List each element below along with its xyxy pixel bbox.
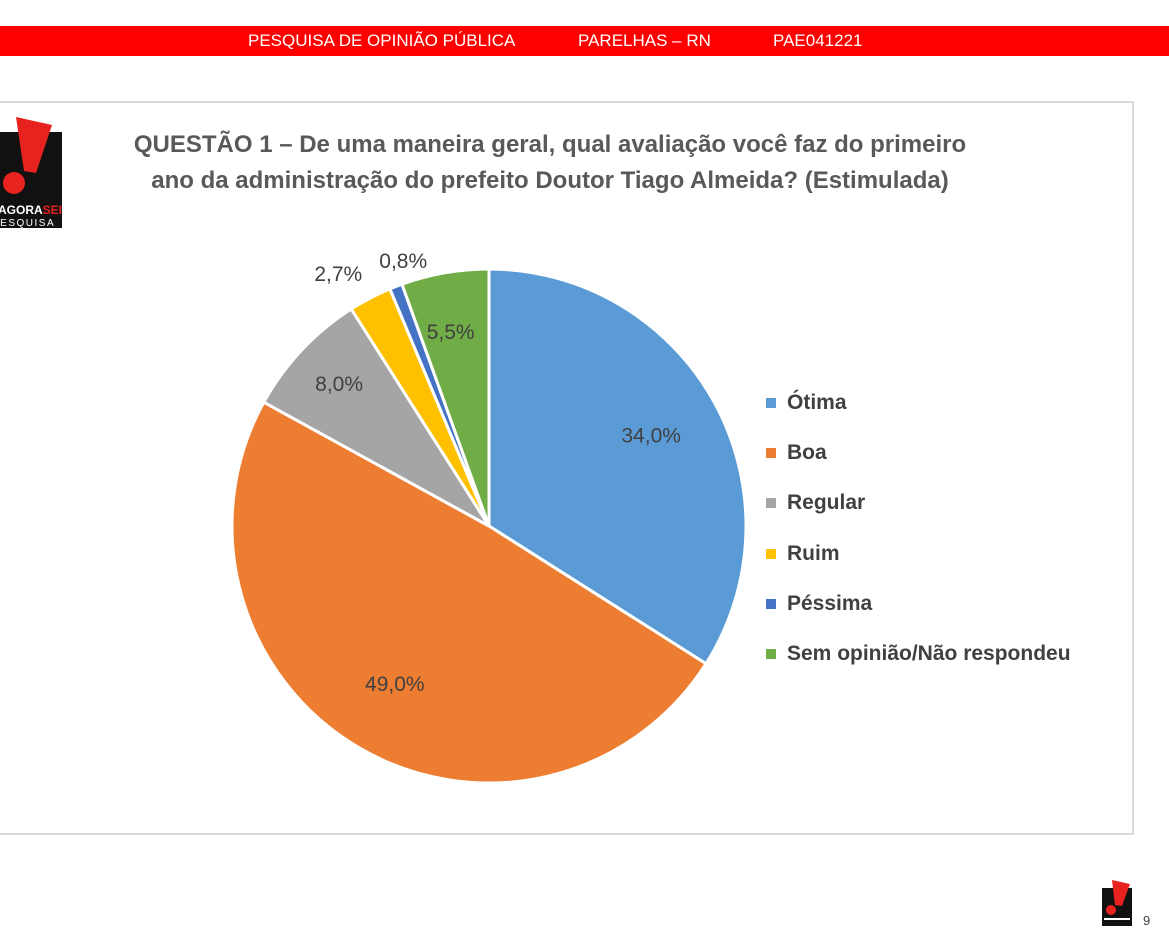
chart-legend: Ótima Boa Regular Ruim Péssima Sem opinião/Nã… <box>766 378 1071 679</box>
legend-label-4: Péssima <box>787 591 873 615</box>
legend-swatch-5 <box>766 649 776 660</box>
footer-logo <box>1102 880 1132 926</box>
pie-slice-2 <box>261 306 491 528</box>
header-bar: PESQUISA DE OPINIÃO PÚBLICA PARELHAS – R… <box>0 26 1169 56</box>
pie-data-label-5: 5,5% <box>427 321 475 344</box>
page-number: 9 <box>1143 913 1151 928</box>
chart-title: QUESTÃO 1 – De uma maneira geral, qual a… <box>70 127 1030 199</box>
agorasei-logo: AGORASEI PESQUISA <box>0 115 62 230</box>
pie-slice-1 <box>230 400 709 785</box>
logo-brand-prefix: AGORA <box>0 203 43 217</box>
logo-subtitle: PESQUISA <box>0 218 55 229</box>
legend-item-0: Ótima <box>766 378 1071 428</box>
legend-swatch-3 <box>766 548 776 559</box>
legend-swatch-1 <box>766 448 776 459</box>
svg-text:AGORASEI: AGORASEI <box>0 203 62 217</box>
legend-label-1: Boa <box>787 441 827 465</box>
chart-title-line-2: ano da administração do prefeito Doutor … <box>151 167 949 194</box>
exclamation-logo-icon <box>16 117 52 173</box>
header-location: PARELHAS – RN <box>578 31 711 50</box>
pie-data-label-3: 2,7% <box>314 263 362 286</box>
legend-item-3: Ruim <box>766 529 1071 579</box>
pie-data-label-1: 49,0% <box>365 673 425 696</box>
legend-item-4: Péssima <box>766 579 1071 629</box>
pie-data-label-2: 8,0% <box>315 373 363 396</box>
legend-label-0: Ótima <box>787 391 847 415</box>
header-survey-title: PESQUISA DE OPINIÃO PÚBLICA <box>248 31 516 50</box>
legend-label-3: Ruim <box>787 541 840 565</box>
header-code: PAE041221 <box>773 31 863 50</box>
legend-item-2: Regular <box>766 478 1071 528</box>
legend-swatch-2 <box>766 498 776 509</box>
pie-data-label-4: 0,8% <box>379 250 427 273</box>
legend-item-5: Sem opinião/Não respondeu <box>766 629 1071 679</box>
legend-item-1: Boa <box>766 428 1071 478</box>
legend-swatch-4 <box>766 598 776 609</box>
pie-data-label-0: 34,0% <box>621 424 681 447</box>
legend-label-2: Regular <box>787 491 866 515</box>
legend-swatch-0 <box>766 398 776 409</box>
legend-label-5: Sem opinião/Não respondeu <box>787 642 1071 666</box>
chart-title-line-1: QUESTÃO 1 – De uma maneira geral, qual a… <box>133 131 967 158</box>
logo-brand-suffix: SEI <box>43 203 62 217</box>
pie-slice-5 <box>400 267 491 527</box>
